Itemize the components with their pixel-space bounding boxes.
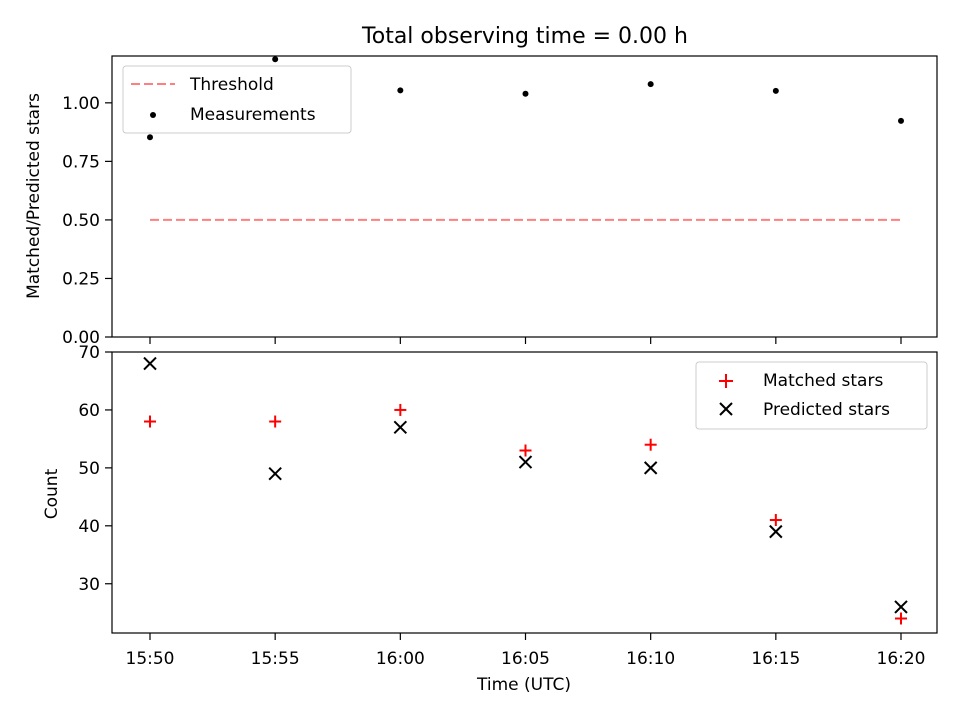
- legend-threshold-label: Threshold: [189, 75, 274, 95]
- bottom-x-ticks: 15:50 15:55 16:00 16:05 16:10 16:15 16:20: [126, 633, 926, 669]
- predicted-stars-point: [643, 461, 658, 475]
- top-y-tick-label: 0.50: [62, 211, 100, 231]
- bottom-y-tick-label: 30: [78, 575, 100, 595]
- legend-matched-swatch: [719, 374, 733, 388]
- measurement-point: [647, 81, 654, 88]
- matched-stars-point: [644, 438, 657, 451]
- legend-measurements-swatch: [150, 112, 156, 118]
- bottom-axes-frame: [111, 351, 938, 634]
- predicted-stars-point: [393, 420, 408, 435]
- top-plot-area: [147, 56, 904, 221]
- top-y-tick-label: 0.00: [62, 328, 100, 348]
- bottom-y-tick-label: 50: [78, 459, 100, 479]
- matched-stars-point: [144, 415, 156, 428]
- x-tick-label: 16:10: [626, 649, 675, 669]
- measurement-point: [522, 90, 529, 97]
- bottom-legend: Matched stars Predicted stars: [695, 361, 928, 430]
- predicted-stars-point: [518, 455, 533, 469]
- matched-stars-point: [519, 444, 532, 457]
- top-y-axis-label: Matched/Predicted stars: [24, 93, 44, 299]
- x-axis-label: Time (UTC): [476, 675, 571, 695]
- bottom-y-tick-label: 70: [78, 343, 100, 363]
- matched-stars-point: [769, 514, 782, 527]
- bottom-y-ticks: 30 40 50 60 70: [78, 343, 112, 595]
- x-tick-label: 16:20: [877, 649, 926, 669]
- top-y-tick-label: 0.25: [62, 269, 100, 289]
- matched-stars-point: [895, 612, 907, 625]
- predicted-stars-point: [143, 356, 157, 371]
- x-tick-label: 16:15: [751, 649, 800, 669]
- bottom-panel: 30 40 50 60 70 15:50 15:55 16:00 16:05 16:10 16:1…: [42, 343, 938, 695]
- x-tick-label: 16:00: [376, 649, 425, 669]
- top-y-ticks: 0.00 0.25 0.50 0.75 1.00: [62, 94, 112, 348]
- top-y-tick-label: 0.75: [62, 152, 100, 172]
- measurement-point: [772, 87, 779, 94]
- predicted-stars-point: [894, 600, 908, 614]
- top-x-ticks: [149, 337, 902, 344]
- top-axes-frame: [111, 55, 938, 338]
- measurement-point: [898, 117, 904, 124]
- predicted-stars-point: [769, 524, 783, 539]
- bottom-legend-frame: [695, 361, 928, 430]
- legend-predicted-label: Predicted stars: [763, 400, 890, 420]
- matched-stars-point: [269, 415, 282, 428]
- top-y-tick-label: 1.00: [62, 94, 100, 114]
- bottom-y-tick-label: 60: [78, 401, 100, 421]
- measurement-point: [397, 87, 404, 94]
- measurement-point: [272, 56, 279, 63]
- x-tick-label: 16:05: [501, 649, 550, 669]
- measurement-point: [147, 134, 153, 141]
- bottom-plot-area: [143, 356, 908, 625]
- bottom-y-axis-label: Count: [42, 468, 62, 519]
- predicted-stars-point: [268, 466, 282, 481]
- legend-measurements-label: Measurements: [190, 105, 316, 125]
- legend-predicted-swatch: [719, 402, 733, 416]
- matched-stars-point: [394, 403, 407, 416]
- x-tick-label: 15:55: [251, 649, 300, 669]
- chart-title: Total observing time = 0.00 h: [361, 24, 688, 49]
- bottom-y-tick-label: 40: [78, 517, 100, 537]
- legend-matched-label: Matched stars: [763, 371, 883, 391]
- top-panel: 0.00 0.25 0.50 0.75 1.00 Matched/Predicted s…: [24, 55, 938, 348]
- top-legend: Threshold Measurements: [122, 65, 352, 134]
- x-tick-label: 15:50: [126, 649, 175, 669]
- top-legend-frame: [122, 65, 352, 134]
